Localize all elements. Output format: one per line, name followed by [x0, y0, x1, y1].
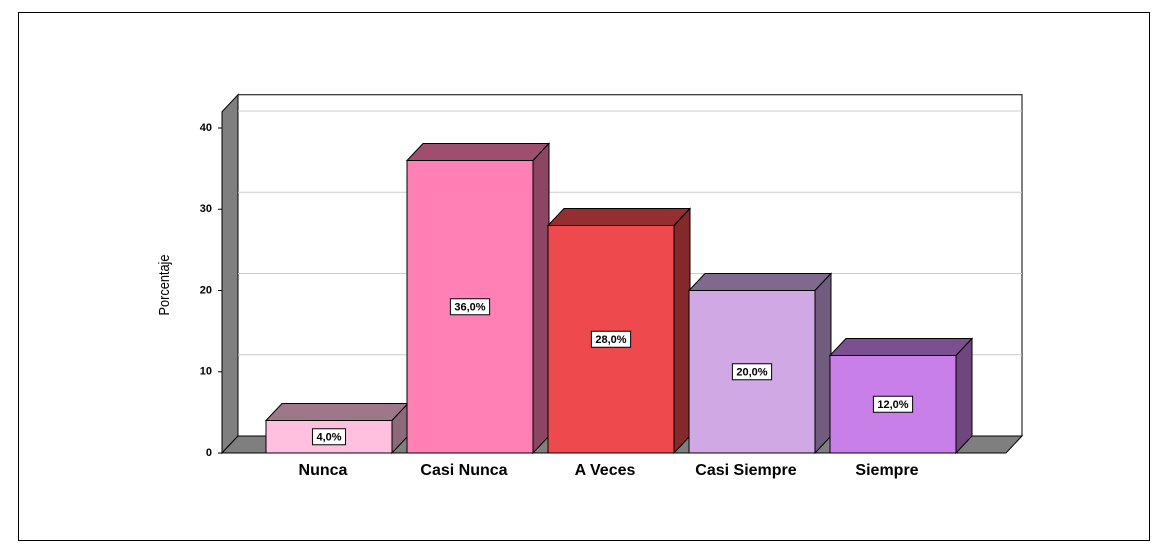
y-tick-label: 40	[200, 122, 212, 134]
bar-top	[405, 143, 551, 161]
bar-side	[955, 337, 973, 455]
value-label: 12,0%	[877, 399, 908, 411]
x-tick-label: Nunca	[299, 462, 348, 479]
value-label-box	[449, 298, 491, 316]
x-tick-label: Casi Nunca	[420, 462, 507, 479]
bar-side	[814, 272, 832, 455]
x-tick-label: A Veces	[575, 462, 636, 479]
bar-side	[532, 142, 550, 455]
y-tick-label: 0	[206, 447, 212, 459]
value-label: 20,0%	[736, 367, 767, 379]
value-label-box	[311, 428, 347, 446]
bar-top	[828, 338, 974, 356]
value-label-box	[872, 395, 914, 413]
value-label: 28,0%	[595, 334, 626, 346]
y-tick-label: 30	[200, 203, 212, 215]
bar-top	[687, 273, 833, 291]
value-label-box	[590, 330, 632, 348]
x-tick-label: Casi Siempre	[695, 462, 796, 479]
value-label: 36,0%	[454, 302, 485, 314]
x-tick-label: Siempre	[855, 462, 918, 479]
value-label: 4,0%	[316, 432, 341, 444]
value-label-box	[731, 363, 773, 381]
bar-top	[264, 403, 410, 421]
bar-side	[673, 207, 691, 455]
y-axis-label: Porcentaje	[155, 254, 172, 315]
bar-top	[546, 208, 692, 226]
y-tick-label: 10	[200, 366, 212, 378]
left-wall	[221, 93, 239, 455]
y-tick-label: 20	[200, 284, 212, 296]
